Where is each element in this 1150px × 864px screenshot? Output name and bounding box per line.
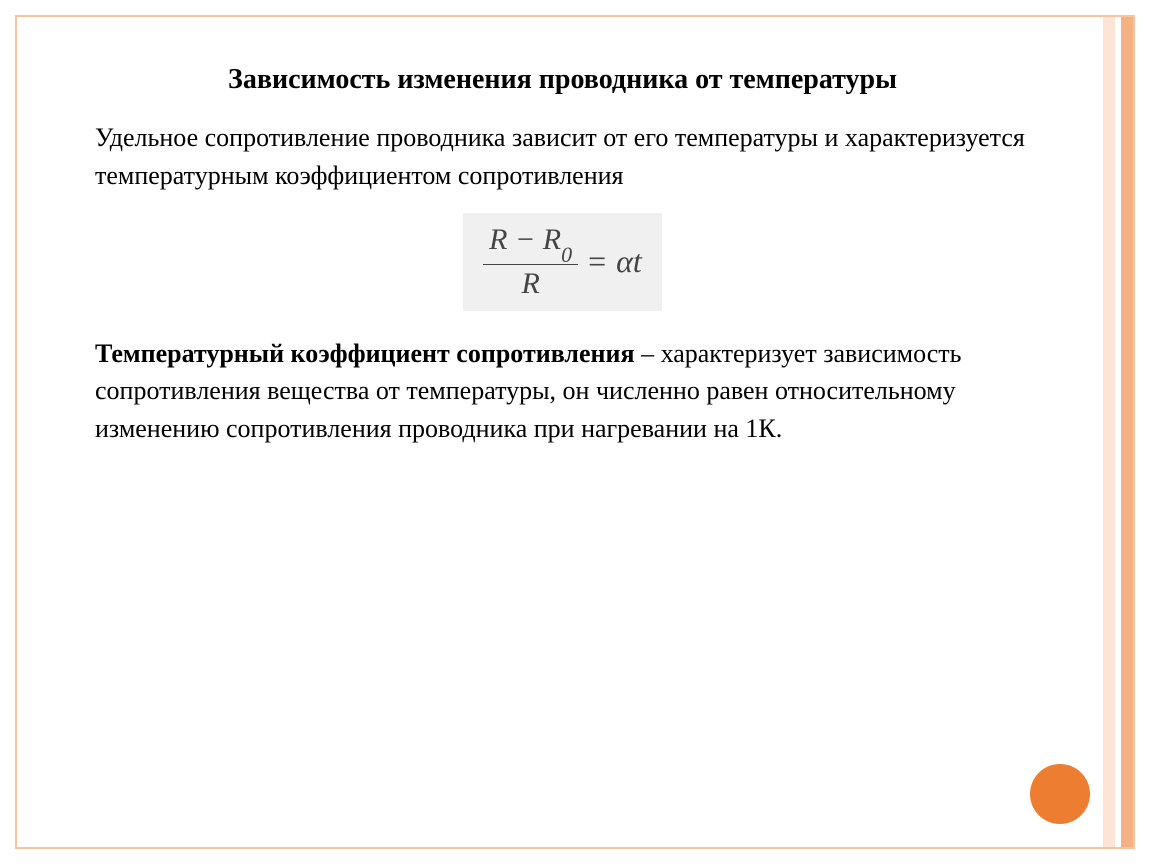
formula-numerator: R − R0 [483,223,578,265]
slide-title: Зависимость изменения проводника от темп… [95,60,1030,99]
decorative-circle [1030,764,1090,824]
term-label: Температурный коэффициент сопротивления [95,339,635,368]
term-dash: – [635,339,661,368]
formula-denominator: R [521,265,539,301]
formula-minus: − [508,223,543,256]
formula-container: R − R0 R = αt [95,213,1030,311]
formula-fraction: R − R0 R [483,223,578,301]
formula-sub0: 0 [561,242,572,267]
formula-equals: = [588,243,606,280]
formula-rhs: αt [616,243,642,280]
formula-box: R − R0 R = αt [463,213,662,311]
intro-paragraph: Удельное сопротивление проводника зависи… [95,119,1030,194]
formula-R0: R [543,223,561,256]
decorative-bar-light [1103,17,1115,847]
definition-paragraph: Температурный коэффициент сопротивления … [95,335,1030,448]
formula: R − R0 R = αt [483,223,642,301]
slide-content: Зависимость изменения проводника от темп… [95,60,1030,466]
formula-R1: R [489,223,507,256]
decorative-bars [1103,17,1133,847]
decorative-bar-dark [1121,17,1133,847]
